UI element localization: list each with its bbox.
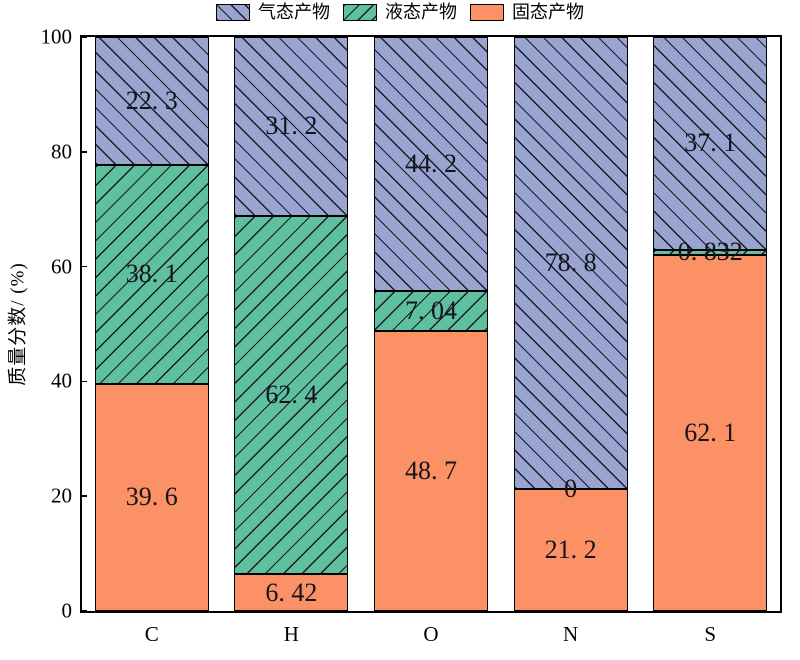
bar-segment <box>94 165 209 384</box>
bar-segment <box>374 37 488 292</box>
bar-segment-label: 31. 2 <box>265 111 318 141</box>
bar-O: 48. 7 7. 04 44. 2 <box>374 37 488 611</box>
bar-segment <box>234 574 349 611</box>
legend-label: 气态产物 <box>258 2 330 22</box>
bar-segment-label: 0. 832 <box>677 237 743 267</box>
bar-segment-label: 22. 3 <box>125 86 178 115</box>
bar-segment <box>94 37 209 166</box>
legend-item: 液态产物 <box>343 3 457 21</box>
bar-segment-label: 6. 42 <box>265 577 318 607</box>
y-axis-title: 质量分数/ (%) <box>7 262 29 386</box>
bar-segment-label: 38. 1 <box>125 259 178 289</box>
bar-H: 6. 42 62. 4 31. 2 <box>234 36 349 611</box>
bar-segment-label: 0 <box>564 474 578 504</box>
x-tick-label: H <box>283 622 299 646</box>
legend-label: 液态产物 <box>385 2 457 22</box>
bar-segment-label: 21. 2 <box>544 535 597 565</box>
legend-swatch-gas-icon <box>216 3 250 21</box>
bar-segment-label: 62. 1 <box>684 417 737 447</box>
y-tick-label: 80 <box>51 139 72 164</box>
y-tick-label: 40 <box>51 368 72 393</box>
y-tick-mark <box>82 265 87 268</box>
bar-segment-label: 48. 7 <box>405 456 457 486</box>
y-tick-label: 0 <box>61 598 73 623</box>
bar-segment <box>94 383 209 611</box>
legend-item: 气态产物 <box>216 3 330 21</box>
legend: 气态产物 液态产物 固态产物 <box>0 3 800 21</box>
x-tick-label: O <box>423 622 439 646</box>
y-tick-mark <box>82 495 87 497</box>
y-tick-mark <box>82 151 87 153</box>
y-tick-label: 20 <box>51 483 72 508</box>
bar-segment <box>374 291 488 332</box>
bar-segment-label: 78. 8 <box>544 248 597 278</box>
bar-segment <box>234 215 349 575</box>
y-tick-label: 60 <box>51 254 72 279</box>
y-tick-label: 100 <box>40 24 73 49</box>
bar-segment-label: 44. 2 <box>405 149 457 179</box>
legend-swatch-solid-icon <box>470 3 504 21</box>
bar-N: 21. 2 0 78. 8 <box>513 37 628 611</box>
legend-item: 固态产物 <box>470 3 584 21</box>
bar-segment <box>653 249 768 255</box>
bar-segment-label: 7. 04 <box>405 296 457 326</box>
bar-segment <box>653 36 768 250</box>
x-tick-label: N <box>563 622 579 646</box>
y-tick-mark <box>82 610 87 612</box>
plot-area: 39. 6 38. 1 22. 3 6. 42 62. 4 31. 2 48. 7 7. 04… <box>80 35 782 613</box>
bar-S: 62. 1 0. 832 37. 1 <box>653 36 768 611</box>
bar-segment <box>374 331 488 611</box>
bar-segment <box>234 36 349 216</box>
bar-segment <box>513 489 628 611</box>
bar-segment <box>513 37 628 490</box>
x-tick-label: S <box>704 622 717 646</box>
bar-segment-label: 37. 1 <box>684 128 737 158</box>
legend-swatch-liquid-icon <box>343 3 377 21</box>
bar-segment-label: 39. 6 <box>125 482 178 512</box>
x-tick-label: C <box>144 622 159 646</box>
y-tick-mark <box>82 36 87 38</box>
bar-segment-label: 62. 4 <box>265 380 318 410</box>
legend-label: 固态产物 <box>512 2 584 22</box>
bar-C: 39. 6 38. 1 22. 3 <box>94 37 209 611</box>
y-tick-mark <box>82 380 87 383</box>
bar-segment <box>653 254 768 611</box>
